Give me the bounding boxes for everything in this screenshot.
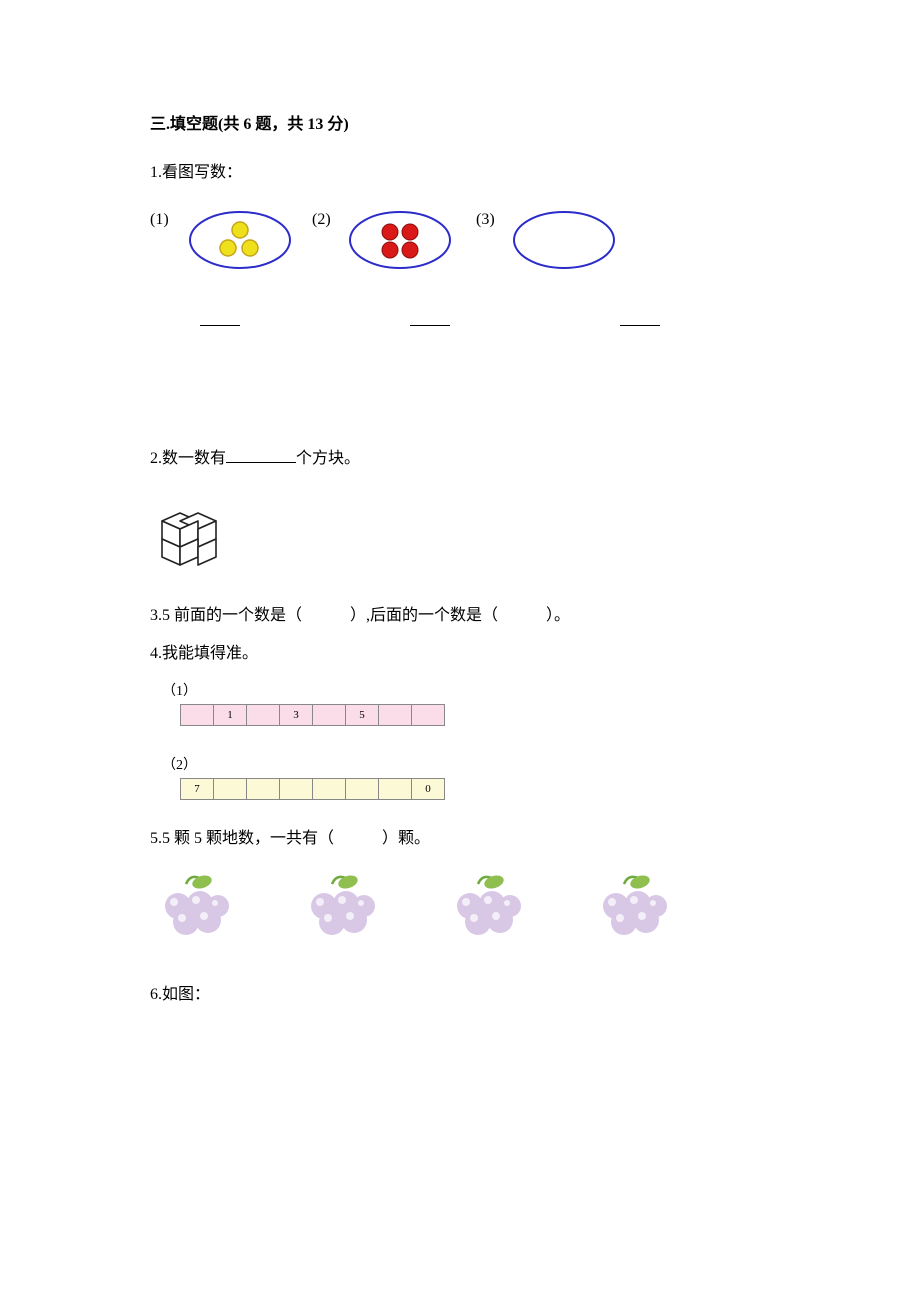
q1-label-3: (3) bbox=[476, 211, 495, 228]
section-title: 三.填空题(共 6 题，共 13 分) bbox=[150, 110, 770, 134]
q4-cell: 0 bbox=[411, 778, 445, 800]
q4-cell[interactable] bbox=[246, 778, 280, 800]
grape-icon bbox=[448, 872, 524, 942]
q1-dot bbox=[402, 224, 418, 240]
q4-row1: 1 3 5 bbox=[180, 704, 770, 726]
grape-icon bbox=[156, 872, 232, 942]
q5-figure bbox=[150, 872, 770, 942]
q3-text: 3.5 前面的一个数是（ ）,后面的一个数是（ ）。 bbox=[150, 603, 770, 629]
q4-prompt: 4.我能填得准。 bbox=[150, 641, 770, 667]
q4-cell: 7 bbox=[180, 778, 214, 800]
q2-figure bbox=[150, 507, 770, 567]
q5-text: 5.5 颗 5 颗地数，一共有（ ）颗。 bbox=[150, 826, 770, 852]
q4-cell[interactable] bbox=[213, 778, 247, 800]
q1-plate-2 bbox=[350, 212, 450, 268]
q4-cell[interactable] bbox=[246, 704, 280, 726]
q2-prompt-post: 个方块。 bbox=[296, 450, 360, 467]
q1-blank-2[interactable] bbox=[410, 312, 450, 326]
q1-answer-blanks bbox=[150, 312, 770, 326]
q4-cell: 1 bbox=[213, 704, 247, 726]
q1-dot bbox=[402, 242, 418, 258]
q4-cell[interactable] bbox=[180, 704, 214, 726]
q4-sub1-label: （1） bbox=[162, 680, 770, 700]
q4-cell: 5 bbox=[345, 704, 379, 726]
q1-dot bbox=[382, 242, 398, 258]
q1-label-1: (1) bbox=[150, 211, 169, 228]
q1-plate-3 bbox=[514, 212, 614, 268]
q4-cell[interactable] bbox=[345, 778, 379, 800]
q4-cell[interactable] bbox=[378, 704, 412, 726]
q2-prompt: 2.数一数有 个方块。 bbox=[150, 446, 770, 472]
q4-cell[interactable] bbox=[312, 778, 346, 800]
grape-icon bbox=[302, 872, 378, 942]
q1-label-2: (2) bbox=[312, 211, 331, 228]
q4-cell[interactable] bbox=[279, 778, 313, 800]
q1-figure: (1) (2) (3) bbox=[150, 200, 770, 282]
q1-blank-3[interactable] bbox=[620, 312, 660, 326]
q2-blank[interactable] bbox=[226, 449, 296, 463]
q4-cell: 3 bbox=[279, 704, 313, 726]
q4-sub2-label: （2） bbox=[162, 754, 770, 774]
q1-prompt: 1.看图写数： bbox=[150, 160, 770, 186]
q4-row2: 7 0 bbox=[180, 778, 770, 800]
q1-dot bbox=[382, 224, 398, 240]
q2-prompt-pre: 2.数一数有 bbox=[150, 450, 226, 467]
q4-cell[interactable] bbox=[411, 704, 445, 726]
grape-icon bbox=[594, 872, 670, 942]
q6-text: 6.如图： bbox=[150, 982, 770, 1008]
q1-dot bbox=[220, 240, 236, 256]
q4-cell[interactable] bbox=[378, 778, 412, 800]
q4-cell[interactable] bbox=[312, 704, 346, 726]
q1-plate-1 bbox=[190, 212, 290, 268]
q1-dot bbox=[232, 222, 248, 238]
q1-blank-1[interactable] bbox=[200, 312, 240, 326]
q1-dot bbox=[242, 240, 258, 256]
